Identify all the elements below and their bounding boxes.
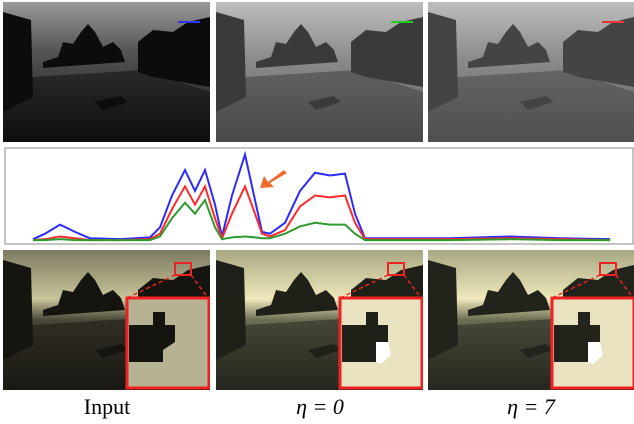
scene — [216, 2, 423, 142]
scene — [428, 250, 634, 390]
caption: η = 7 — [507, 394, 556, 419]
image — [3, 250, 210, 390]
image — [428, 2, 634, 142]
image — [216, 250, 423, 390]
scene — [216, 250, 423, 390]
caption: Input — [84, 394, 130, 419]
caption: η = 0 — [296, 394, 344, 419]
scene — [3, 2, 210, 142]
image — [3, 2, 210, 142]
scene — [3, 250, 210, 390]
image — [216, 2, 423, 142]
scene — [428, 2, 634, 142]
figure: Input η = 0 η = 7 — [0, 0, 634, 424]
image — [428, 250, 634, 390]
